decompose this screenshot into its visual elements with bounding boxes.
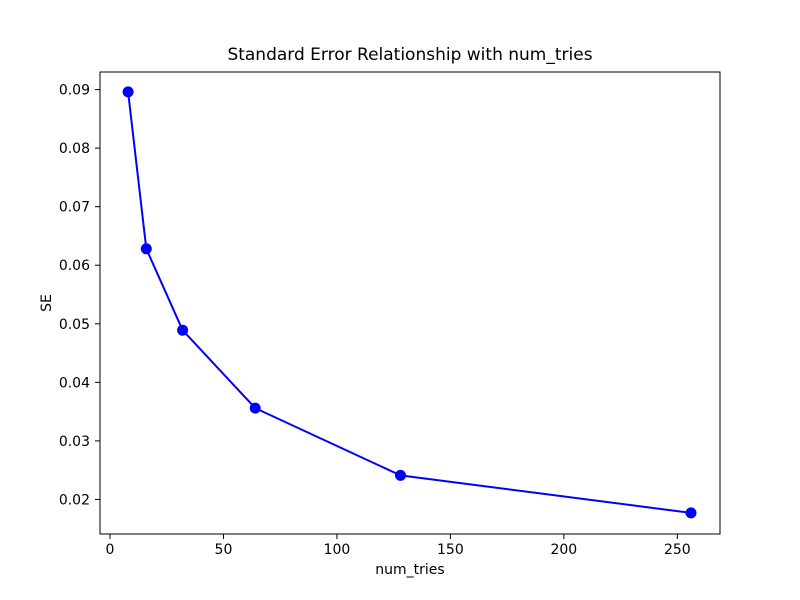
x-tick-label: 150 — [437, 542, 464, 558]
data-point — [685, 507, 697, 519]
x-tick-label: 50 — [215, 542, 233, 558]
y-tick-label: 0.02 — [59, 492, 90, 508]
plot-frame — [99, 71, 721, 535]
x-tick-label: 200 — [550, 542, 577, 558]
y-tick-label: 0.07 — [59, 200, 90, 216]
data-point — [140, 243, 152, 255]
y-axis-label: SE — [39, 294, 55, 312]
x-tick-label: 100 — [324, 542, 351, 558]
x-tick-label: 0 — [106, 542, 115, 558]
series-line — [127, 90, 692, 514]
y-tick-label: 0.08 — [59, 141, 90, 157]
data-point — [177, 324, 189, 336]
y-tick-label: 0.03 — [59, 434, 90, 450]
y-tick-label: 0.09 — [59, 83, 90, 99]
x-tick-label: 250 — [664, 542, 691, 558]
data-point — [395, 469, 406, 481]
x-axis-label: num_tries — [375, 562, 444, 578]
y-tick-label: 0.05 — [59, 317, 90, 333]
data-point — [122, 86, 134, 98]
data-point — [249, 402, 261, 414]
chart-title: Standard Error Relationship with num_tri… — [227, 45, 592, 65]
y-tick-label: 0.04 — [59, 375, 90, 391]
y-tick-label: 0.06 — [59, 258, 90, 274]
